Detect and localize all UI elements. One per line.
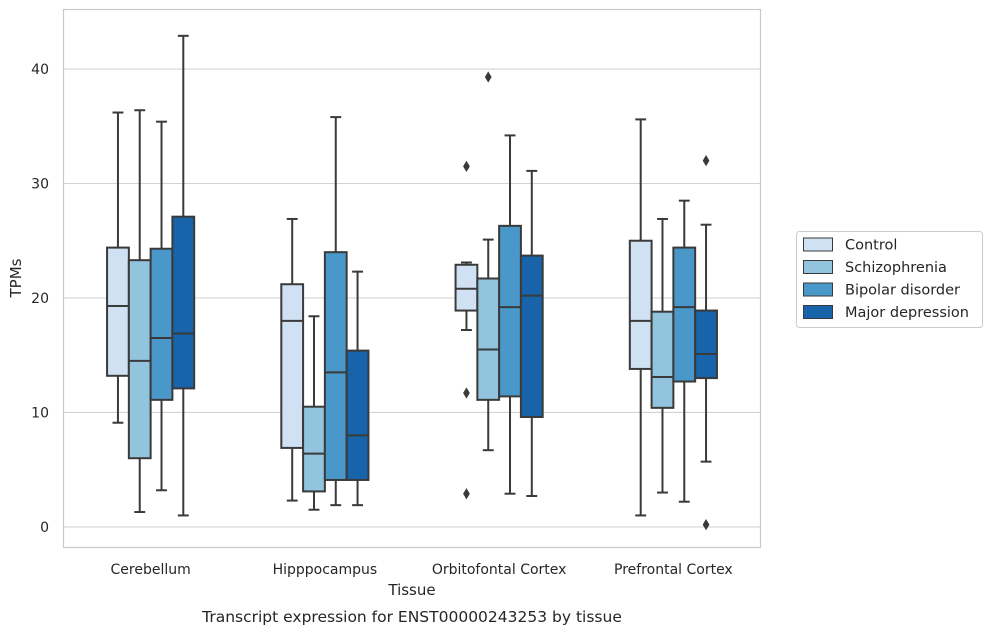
outlier-point-0 [702,154,710,167]
y-tick-label-20: 20 [31,291,49,307]
box-iqr [171,215,196,390]
box-0-2 [149,120,174,492]
box-iqr [476,277,501,401]
y-tick-label-40: 40 [31,62,49,78]
x-axis-title: Tissue [387,581,435,599]
box-3-0 [628,118,653,517]
box-iqr [323,251,348,481]
box-iqr [345,349,370,481]
x-tick-label-2: Orbitofontal Cortex [432,562,567,578]
legend-label-1: Schizophrenia [845,260,947,276]
outlier-point-0 [484,71,492,83]
legend-swatch-3 [803,305,833,319]
box-iqr [149,247,174,401]
box-iqr [628,239,653,370]
box-iqr [302,405,326,493]
legend-swatch-0 [803,237,833,252]
box-iqr [106,246,130,377]
series-major-depression [171,34,718,531]
x-tick-labels: Cerebellum Hipppocampus Orbitofontal Corte… [111,562,733,578]
x-tick-label-0: Cerebellum [111,562,191,578]
box-0-1 [127,109,152,514]
y-axis-title: TPMs [7,258,25,298]
chart-caption: Transcript expression for ENST0000024325… [201,608,622,626]
box-2-2 [498,134,522,495]
x-tick-label-3: Prefrontal Cortex [614,562,733,578]
y-tick-labels: 0 10 20 30 40 [31,62,49,536]
y-tick-label-10: 10 [31,405,49,421]
y-tick-label-0: 0 [40,520,49,536]
box-iqr [498,224,522,398]
legend-frame [796,231,983,328]
box-0-0 [106,111,130,424]
box-series [106,34,718,531]
legend-swatch-1 [803,260,833,274]
box-iqr [519,254,544,419]
plot-frame [62,8,762,549]
box-iqr [454,263,479,312]
series-schizophrenia [127,71,675,514]
box-3-2 [672,199,697,503]
box-2-3 [519,169,544,497]
box-iqr [127,259,152,460]
box-2-1 [476,71,501,452]
box-iqr [280,283,305,449]
legend-label-2: Bipolar disorder [845,283,960,299]
box-3-3 [694,154,718,531]
series-bipolar-disorder [149,116,697,507]
outlier-point-0 [463,160,470,172]
box-2-0 [454,160,479,500]
box-1-1 [302,315,326,511]
legend-label-0: Control [845,238,897,254]
outlier-point-2 [463,488,470,500]
outlier-point-1 [702,518,710,531]
box-iqr [672,246,697,383]
legend: Control Schizophrenia Bipolar disorder Majo… [796,231,983,328]
box-3-1 [650,217,675,494]
y-tick-label-30: 30 [31,176,49,192]
outlier-point-1 [463,387,470,399]
box-iqr [694,309,718,380]
legend-swatch-2 [803,282,833,297]
box-1-2 [323,116,348,507]
box-iqr [650,310,675,409]
box-1-3 [345,270,370,507]
box-1-0 [280,217,305,502]
box-0-3 [171,34,196,517]
legend-label-3: Major depression [845,305,969,321]
x-tick-label-1: Hipppocampus [273,562,378,578]
